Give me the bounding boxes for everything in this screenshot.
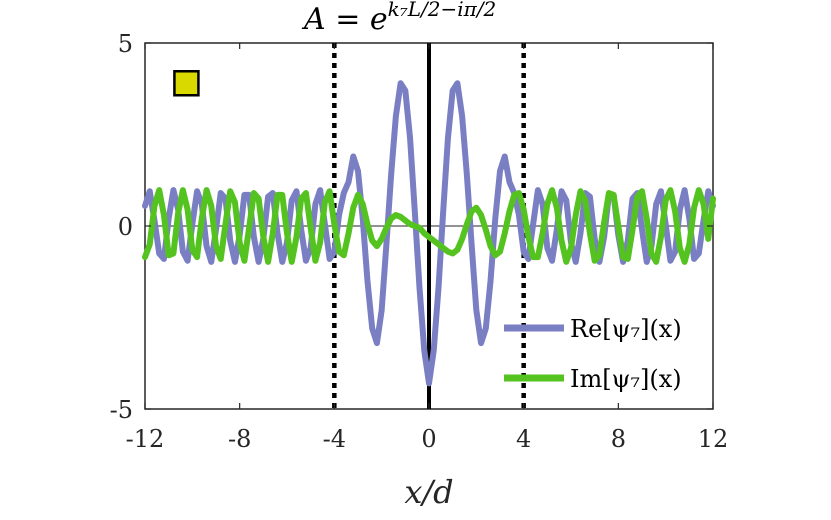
- yellow-square-marker: [173, 70, 200, 97]
- x-tick-label: -4: [323, 425, 346, 453]
- y-tick-label: 0: [118, 213, 133, 241]
- marker: [173, 70, 200, 97]
- x-tick-label: 12: [698, 425, 729, 453]
- x-tick-label: 8: [611, 425, 626, 453]
- y-tick-label: 5: [118, 30, 133, 58]
- x-tick-label: -8: [228, 425, 251, 453]
- y-tick-label: -5: [110, 396, 133, 424]
- series-lines: [142, 80, 716, 387]
- legend-label-im: Im[ψ₇](x): [570, 365, 682, 393]
- series-line-im: [142, 187, 716, 265]
- chart-title: A = ek₇L/2−iπ/2: [301, 0, 496, 37]
- x-tick-label: 4: [516, 425, 531, 453]
- x-tick-label: -12: [126, 425, 165, 453]
- legend-label-re: Re[ψ₇](x): [570, 315, 682, 343]
- axis-ticks: -12 -8 -4 0 4 8 12 -5 0 5: [110, 30, 729, 453]
- x-axis-label: x/d: [404, 473, 453, 511]
- x-tick-label: 0: [421, 425, 436, 453]
- legend: Re[ψ₇](x) Im[ψ₇](x): [504, 315, 682, 393]
